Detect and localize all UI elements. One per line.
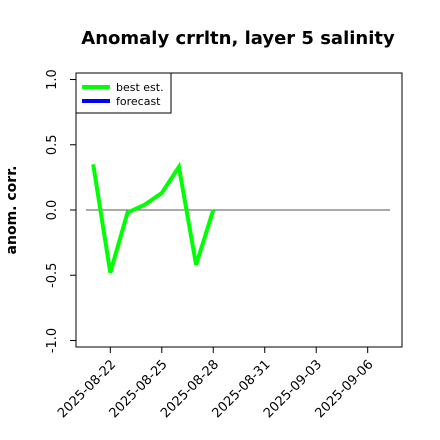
legend: best est.forecast — [75, 72, 172, 114]
y-tick-label: 0.5 — [45, 134, 60, 155]
y-tick-label: -0.5 — [45, 263, 60, 288]
legend-entry: best est. — [116, 81, 164, 94]
y-tick-label: -1.0 — [45, 328, 60, 353]
chart-title: Anomaly crrltn, layer 5 salinity — [81, 28, 395, 49]
y-axis-label: anom. corr. — [4, 166, 20, 255]
y-tick-label: 0.0 — [45, 200, 60, 221]
legend-box — [75, 72, 172, 114]
legend-entry: forecast — [116, 95, 161, 108]
plot-area: -1.0-0.50.00.51.02025-08-222025-08-25202… — [45, 69, 403, 421]
series-line-best-est — [91, 161, 216, 274]
y-tick-label: 1.0 — [45, 69, 60, 90]
